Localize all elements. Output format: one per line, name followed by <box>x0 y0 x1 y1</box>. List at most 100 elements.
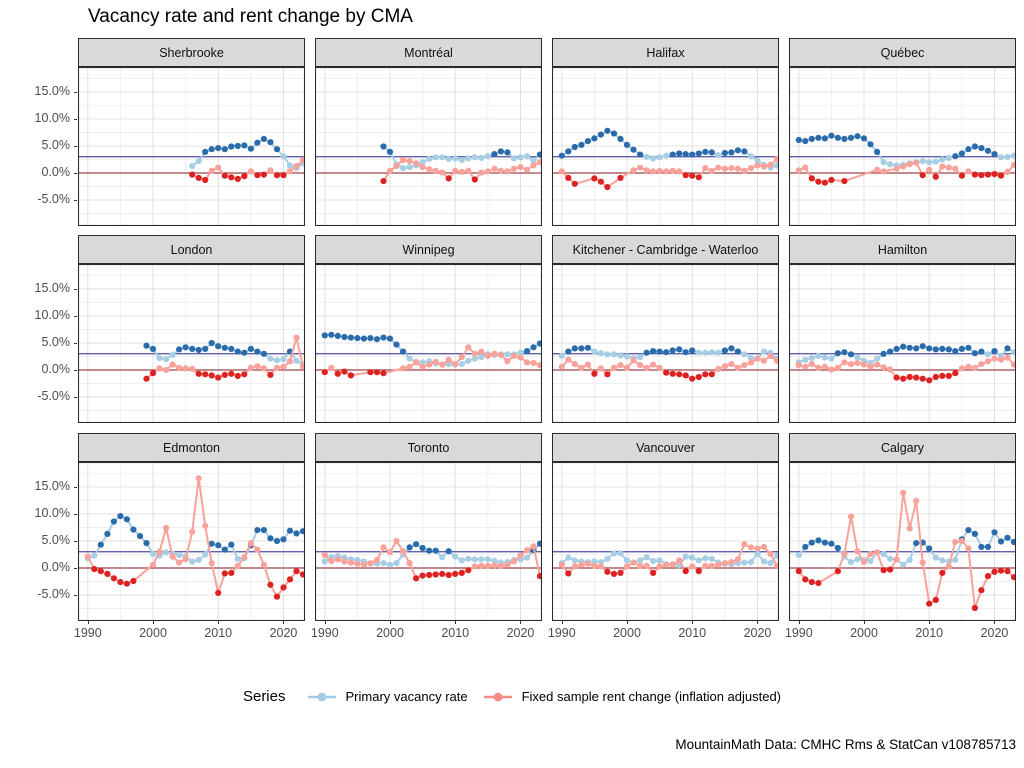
legend-key-vacancy-icon <box>307 692 336 701</box>
facet-strip: Montréal <box>315 38 542 67</box>
facet-strip: Hamilton <box>789 235 1016 264</box>
legend-label-rent: Fixed sample rent change (inflation adju… <box>521 689 782 704</box>
y-tick-label: 5.0% <box>41 532 71 547</box>
x-tick-label: 1990 <box>73 626 102 640</box>
y-tick-label: 15.0% <box>34 478 70 493</box>
x-tick-label: 2020 <box>269 626 298 640</box>
y-tick-label: 0.0% <box>41 165 71 179</box>
x-tick-label: 2010 <box>915 626 944 640</box>
x-tick-label: 2010 <box>441 626 470 640</box>
y-tick-mark <box>74 288 77 290</box>
y-tick-mark <box>74 315 77 317</box>
x-tick-mark <box>692 621 694 624</box>
facet-panel-halifax <box>552 67 779 226</box>
facet-panel-qu-bec <box>789 67 1016 226</box>
facet-strip-label: Halifax <box>646 45 685 60</box>
x-tick-mark <box>627 621 628 624</box>
x-tick-mark <box>455 621 457 624</box>
y-tick-label: 5.0% <box>41 334 71 349</box>
legend-title: Series <box>242 688 286 705</box>
facet-panel-montr-al <box>315 67 542 226</box>
facet-strip-label: Montréal <box>404 45 453 60</box>
legend: Series Primary vacancy rate Fixed sample… <box>0 688 1024 705</box>
facet-strip: Toronto <box>315 433 542 462</box>
chart-title: Vacancy rate and rent change by CMA <box>88 6 413 27</box>
y-tick-mark <box>74 91 77 93</box>
y-tick-label: 15.0% <box>34 83 70 98</box>
facet-strip-label: Kitchener - Cambridge - Waterloo <box>572 242 759 257</box>
facet-strip: Edmonton <box>78 433 305 462</box>
y-tick-mark <box>74 173 77 174</box>
legend-item-vacancy: Primary vacancy rate <box>306 689 468 704</box>
x-tick-label: 1990 <box>547 626 576 640</box>
facet-panel-hamilton <box>789 264 1016 423</box>
x-tick-mark <box>561 621 563 624</box>
facet-strip: Kitchener - Cambridge - Waterloo <box>552 235 779 264</box>
x-tick-mark <box>520 621 522 624</box>
facet-strip-label: Winnipeg <box>402 242 455 257</box>
y-tick-mark <box>74 540 77 542</box>
x-tick-label: 2020 <box>506 626 535 640</box>
x-tick-mark <box>87 621 89 624</box>
caption: MountainMath Data: CMHC Rms & StatCan v1… <box>675 737 1016 752</box>
x-tick-mark <box>390 621 391 624</box>
x-tick-mark <box>218 621 220 624</box>
facet-panel-toronto <box>315 462 542 621</box>
x-tick-label: 2000 <box>850 626 878 640</box>
x-tick-label: 2020 <box>743 626 772 640</box>
x-tick-label: 2010 <box>678 626 707 640</box>
facet-panel-london <box>78 264 305 423</box>
y-tick-label: -5.0% <box>37 389 70 404</box>
y-tick-label: -5.0% <box>37 192 70 207</box>
y-tick-mark <box>74 595 77 597</box>
y-tick-label: 0.0% <box>41 560 71 574</box>
y-tick-mark <box>74 397 77 399</box>
y-tick-label: 5.0% <box>41 137 71 152</box>
x-tick-mark <box>324 621 326 624</box>
facet-panel-sherbrooke <box>78 67 305 226</box>
y-tick-mark <box>74 118 77 120</box>
y-tick-label: 0.0% <box>41 362 71 376</box>
x-tick-label: 2000 <box>139 626 167 640</box>
y-tick-mark <box>74 200 77 202</box>
y-tick-label: 10.0% <box>34 505 70 520</box>
facet-strip-label: London <box>170 242 213 257</box>
facet-panel-kitchener-cambridge-waterloo <box>552 264 779 423</box>
x-tick-label: 2020 <box>980 626 1009 640</box>
facet-strip: Winnipeg <box>315 235 542 264</box>
y-tick-mark <box>74 370 77 371</box>
x-tick-mark <box>929 621 931 624</box>
x-tick-mark <box>864 621 865 624</box>
y-tick-mark <box>74 342 77 344</box>
facet-strip-label: Québec <box>880 45 925 60</box>
y-tick-label: 10.0% <box>34 110 70 125</box>
x-tick-label: 2010 <box>204 626 233 640</box>
x-tick-mark <box>994 621 996 624</box>
facet-strip: Vancouver <box>552 433 779 462</box>
y-tick-mark <box>74 513 77 515</box>
x-tick-mark <box>153 621 154 624</box>
facet-panel-winnipeg <box>315 264 542 423</box>
legend-label-vacancy: Primary vacancy rate <box>345 689 468 704</box>
facet-strip: London <box>78 235 305 264</box>
facet-strip-label: Edmonton <box>163 440 220 455</box>
legend-item-rent: Fixed sample rent change (inflation adju… <box>482 689 781 704</box>
facet-strip: Halifax <box>552 38 779 67</box>
facet-strip-label: Hamilton <box>877 242 928 257</box>
facet-strip: Québec <box>789 38 1016 67</box>
facet-panel-edmonton <box>78 462 305 621</box>
y-tick-mark <box>74 486 77 488</box>
y-tick-label: -5.0% <box>37 587 70 602</box>
x-tick-mark <box>757 621 759 624</box>
y-tick-mark <box>74 145 77 147</box>
facet-panel-calgary <box>789 462 1016 621</box>
facet-panel-vancouver <box>552 462 779 621</box>
facet-strip-label: Vancouver <box>636 440 695 455</box>
x-tick-label: 1990 <box>784 626 813 640</box>
x-tick-mark <box>283 621 285 624</box>
legend-key-rent-icon <box>483 692 512 701</box>
x-tick-label: 2000 <box>613 626 641 640</box>
facet-strip: Calgary <box>789 433 1016 462</box>
y-tick-label: 15.0% <box>34 280 70 295</box>
